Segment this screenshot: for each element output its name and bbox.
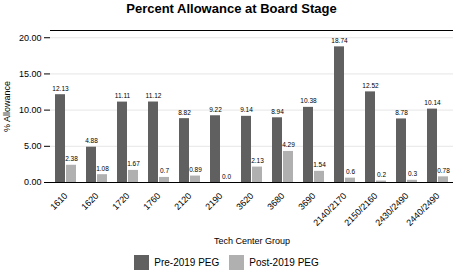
svg-text:2430/2490: 2430/2490	[373, 190, 411, 228]
svg-text:1760: 1760	[141, 191, 162, 212]
svg-text:3690: 3690	[296, 191, 317, 212]
svg-text:0.6: 0.6	[346, 168, 355, 175]
svg-text:9.22: 9.22	[209, 106, 222, 113]
svg-text:Tech Center Group: Tech Center Group	[214, 236, 290, 246]
svg-text:12.52: 12.52	[362, 82, 379, 89]
svg-text:12.13: 12.13	[52, 85, 69, 92]
svg-text:5.00: 5.00	[24, 141, 42, 151]
svg-text:10.00: 10.00	[19, 105, 42, 115]
svg-text:2.13: 2.13	[251, 157, 264, 164]
svg-text:0.0: 0.0	[222, 173, 231, 180]
svg-text:8.94: 8.94	[271, 108, 284, 115]
svg-text:8.82: 8.82	[178, 109, 191, 116]
html-text:Pre-2019 PEG: Pre-2019 PEG	[154, 257, 220, 268]
svg-text:0.3: 0.3	[408, 170, 417, 177]
html-text:Post-2019 PEG: Post-2019 PEG	[249, 257, 319, 268]
svg-text:0.89: 0.89	[189, 166, 202, 173]
svg-text:3680: 3680	[265, 191, 286, 212]
svg-text:15.00: 15.00	[19, 69, 42, 79]
svg-text:20.00: 20.00	[19, 33, 42, 43]
svg-text:8.78: 8.78	[395, 109, 408, 116]
svg-text:0.7: 0.7	[160, 167, 169, 174]
svg-text:0.00: 0.00	[24, 177, 42, 187]
svg-text:2150/2160: 2150/2160	[342, 190, 380, 228]
svg-text:11.11: 11.11	[115, 92, 131, 99]
svg-text:1.08: 1.08	[96, 165, 109, 172]
svg-text:% Allowance: % Allowance	[2, 81, 12, 132]
svg-text:2.38: 2.38	[65, 155, 78, 162]
svg-text:4.29: 4.29	[282, 141, 295, 148]
svg-text:2120: 2120	[172, 191, 193, 212]
svg-text:4.88: 4.88	[85, 137, 98, 144]
svg-text:3620: 3620	[234, 191, 255, 212]
html-text:Percent Allowance at Board Sta: Percent Allowance at Board Stage	[126, 1, 337, 16]
svg-text:9.14: 9.14	[240, 106, 253, 113]
svg-text:1.54: 1.54	[313, 161, 326, 168]
svg-text:0.2: 0.2	[377, 171, 386, 178]
svg-text:1610: 1610	[48, 191, 69, 212]
svg-text:18.74: 18.74	[331, 37, 348, 44]
svg-text:0.78: 0.78	[437, 167, 450, 174]
svg-text:11.12: 11.12	[146, 92, 162, 99]
svg-text:2140/2170: 2140/2170	[311, 190, 349, 228]
svg-text:2440/2490: 2440/2490	[404, 191, 441, 228]
svg-text:10.38: 10.38	[300, 97, 317, 104]
svg-text:1720: 1720	[110, 191, 131, 212]
svg-text:1.67: 1.67	[127, 160, 140, 167]
svg-text:10.14: 10.14	[424, 99, 441, 106]
svg-text:2190: 2190	[203, 191, 224, 212]
svg-text:1620: 1620	[79, 191, 100, 212]
